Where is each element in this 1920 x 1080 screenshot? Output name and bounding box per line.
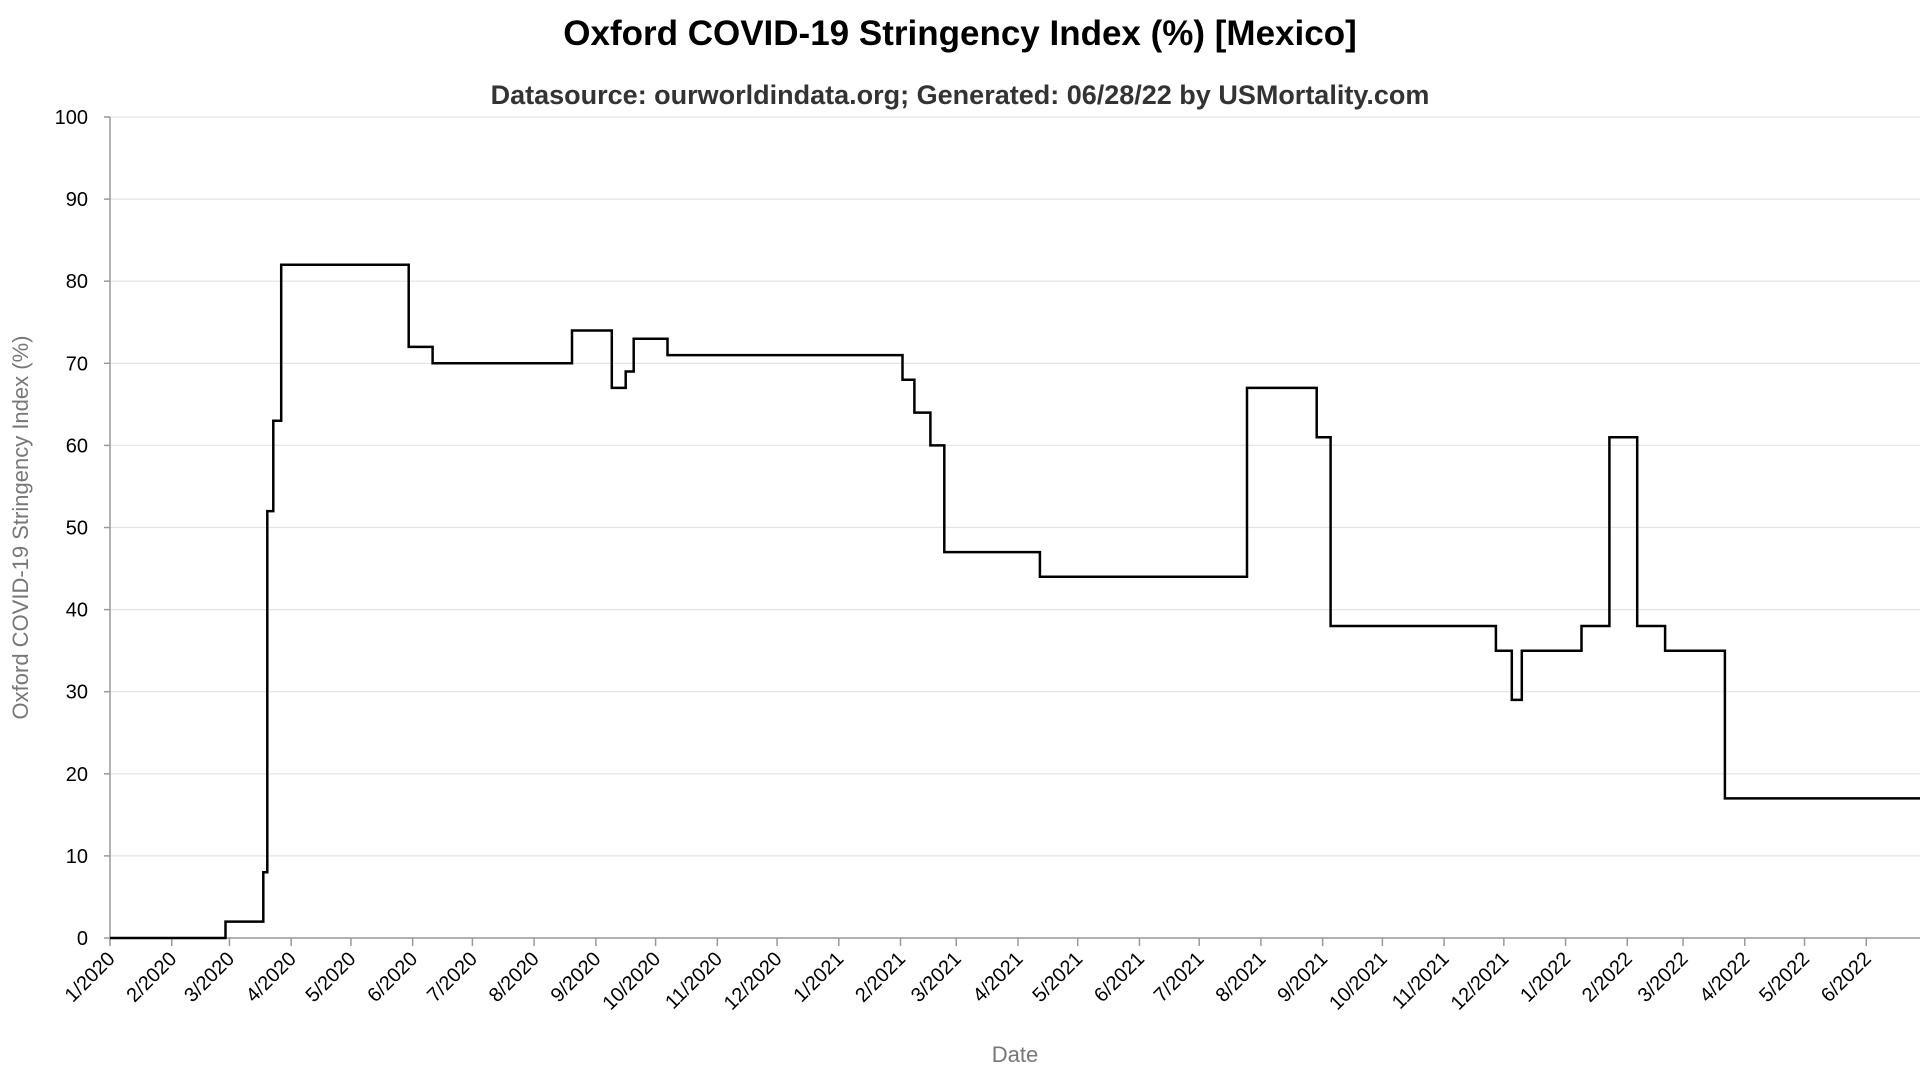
- x-tick-label: 7/2021: [1150, 948, 1209, 1007]
- y-tick-label: 70: [66, 353, 88, 375]
- y-tick-label: 90: [66, 189, 88, 211]
- y-tick-label: 80: [66, 271, 88, 293]
- x-tick-label: 3/2021: [907, 948, 966, 1007]
- x-tick-label: 7/2020: [423, 948, 482, 1007]
- y-tick-label: 10: [66, 846, 88, 868]
- x-tick-label: 3/2022: [1634, 948, 1693, 1007]
- x-tick-label: 5/2021: [1028, 948, 1087, 1007]
- y-axis-ticks: 0 10 20 30 40 50 60 70 80 90 100: [55, 107, 110, 950]
- x-tick-label: 2/2021: [851, 948, 910, 1007]
- series-line-stringency: [110, 263, 1920, 940]
- grid-lines: [110, 116, 1920, 857]
- y-tick-label: 100: [55, 107, 88, 129]
- x-tick-label: 11/2021: [1388, 948, 1454, 1014]
- y-tick-label: 60: [66, 435, 88, 457]
- x-tick-label: 6/2020: [363, 948, 422, 1007]
- y-tick-label: 30: [66, 682, 88, 704]
- x-tick-label: 8/2020: [485, 948, 544, 1007]
- x-tick-label: 12/2020: [720, 948, 787, 1015]
- x-tick-label: 10/2021: [1325, 948, 1392, 1015]
- x-tick-label: 5/2022: [1755, 948, 1814, 1007]
- x-tick-label: 2/2020: [122, 948, 181, 1007]
- x-tick-label: 1/2022: [1516, 948, 1575, 1007]
- x-axis-label: Date: [992, 1042, 1038, 1067]
- x-tick-label: 6/2021: [1090, 948, 1149, 1007]
- x-tick-label: 12/2021: [1447, 948, 1514, 1015]
- x-tick-label: 4/2022: [1695, 948, 1754, 1007]
- y-axis-label: Oxford COVID-19 Stringency Index (%): [8, 336, 33, 720]
- y-tick-label: 50: [66, 518, 88, 540]
- x-tick-label: 3/2020: [180, 948, 239, 1007]
- x-tick-label: 4/2021: [969, 948, 1028, 1007]
- y-tick-label: 40: [66, 600, 88, 622]
- x-tick-label: 10/2020: [598, 948, 665, 1015]
- x-tick-label: 8/2021: [1212, 948, 1271, 1007]
- x-tick-label: 1/2021: [790, 948, 849, 1007]
- x-tick-label: 1/2020: [61, 948, 120, 1007]
- x-tick-label: 9/2020: [547, 948, 606, 1007]
- x-tick-label: 4/2020: [242, 948, 301, 1007]
- x-tick-label: 5/2020: [302, 948, 361, 1007]
- x-tick-label: 6/2022: [1817, 948, 1876, 1007]
- x-tick-label: 11/2020: [661, 948, 727, 1014]
- y-tick-label: 20: [66, 764, 88, 786]
- x-tick-label: 9/2021: [1273, 948, 1332, 1007]
- x-tick-label: 2/2022: [1578, 948, 1637, 1007]
- chart-subtitle: Datasource: ourworldindata.org; Generate…: [490, 80, 1430, 110]
- chart-title: Oxford COVID-19 Stringency Index (%) [Me…: [563, 14, 1357, 53]
- y-tick-label: 0: [77, 928, 88, 950]
